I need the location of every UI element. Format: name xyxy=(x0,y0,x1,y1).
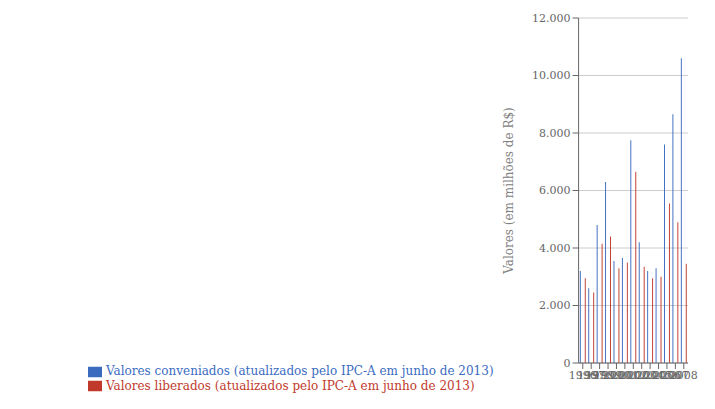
html-text:Valores liberados (atualizados: Valores liberados (atualizados pelo IPC-… xyxy=(106,378,475,393)
svg-text:8.000: 8.000 xyxy=(539,127,571,140)
svg-text:12.000: 12.000 xyxy=(532,12,571,25)
svg-text:10.000: 10.000 xyxy=(532,69,571,82)
svg-text:4.000: 4.000 xyxy=(539,242,571,255)
svg-text:2.000: 2.000 xyxy=(539,299,571,312)
html-text:Valores conveniados (atualizad: Valores conveniados (atualizados pelo IP… xyxy=(106,364,494,378)
svg-text:Valores (em milhões de R$): Valores (em milhões de R$) xyxy=(502,107,516,275)
svg-text:0: 0 xyxy=(564,357,571,370)
svg-text:2008: 2008 xyxy=(670,369,698,382)
svg-text:6.000: 6.000 xyxy=(539,184,571,197)
